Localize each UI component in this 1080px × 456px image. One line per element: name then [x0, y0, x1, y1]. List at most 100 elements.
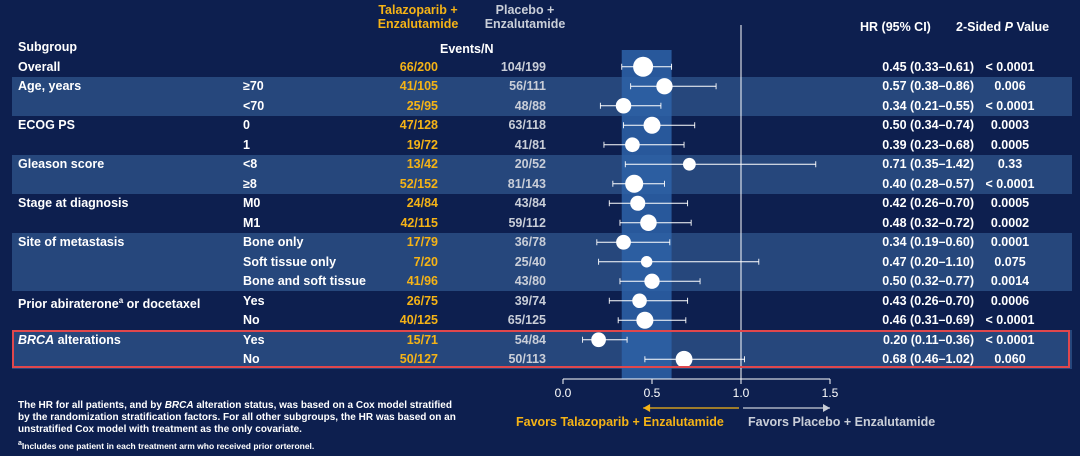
subgroup-name: Site of metastasis	[18, 235, 125, 249]
header-pvalue: 2-Sided P Value	[956, 20, 1050, 34]
placebo-events: 104/199	[500, 59, 546, 74]
placebo-events: 48/88	[514, 98, 546, 113]
hr-ci: 0.20 (0.11–0.36)	[882, 332, 974, 347]
hr-ci: 0.34 (0.21–0.55)	[882, 98, 974, 113]
hr-point	[675, 350, 693, 368]
talazoparib-events: 17/79	[406, 235, 438, 249]
p-value: 0.0005	[990, 196, 1030, 210]
talazoparib-events: 13/42	[406, 157, 438, 171]
hr-ci: 0.50 (0.34–0.74)	[882, 118, 974, 132]
talazoparib-events: 40/125	[399, 313, 438, 327]
hr-point	[632, 293, 647, 309]
subgroup-level: 1	[243, 137, 250, 152]
header-hr: HR (95% CI)	[860, 20, 931, 34]
hr-ci: 0.45 (0.33–0.61)	[882, 59, 974, 74]
subgroup-level: No	[243, 313, 260, 327]
hr-ci: 0.68 (0.46–1.02)	[882, 352, 974, 366]
hr-ci: 0.48 (0.32–0.72)	[882, 215, 974, 230]
placebo-events: 50/113	[508, 352, 546, 366]
header-talazoparib: Talazoparib + Enzalutamide	[377, 3, 459, 31]
p-value: 0.060	[994, 352, 1026, 366]
subgroup-name: Prior abirateronea or docetaxel	[18, 295, 201, 311]
p-value: 0.0014	[990, 274, 1030, 288]
subgroup-level: Soft tissue only	[243, 254, 337, 269]
favors-right-arrow-head	[823, 404, 830, 412]
hr-point	[630, 195, 646, 211]
placebo-events: 25/40	[514, 254, 546, 269]
placebo-events: 59/112	[508, 215, 546, 230]
placebo-events: 63/118	[508, 118, 546, 132]
talazoparib-events: 52/152	[399, 176, 438, 191]
brca-highlight-box	[12, 330, 1070, 368]
placebo-events: 41/81	[514, 137, 546, 152]
talazoparib-events: 19/72	[406, 137, 438, 152]
row-band	[12, 252, 1072, 272]
hr-point	[625, 174, 644, 193]
subgroup-name: Stage at diagnosis	[18, 196, 129, 210]
row-band	[12, 232, 1072, 252]
placebo-events: 54/84	[514, 332, 546, 347]
subgroup-level: M1	[243, 215, 261, 230]
talazoparib-events: 25/95	[406, 98, 438, 113]
talazoparib-events: 26/75	[406, 293, 438, 308]
p-value: 0.0001	[990, 235, 1030, 249]
hr-ci: 0.42 (0.26–0.70)	[882, 196, 974, 210]
hr-ci: 0.46 (0.31–0.69)	[882, 313, 974, 327]
subgroup-level: Yes	[243, 293, 265, 308]
p-value: < 0.0001	[985, 98, 1035, 113]
header-placebo: Placebo + Enzalutamide	[484, 3, 566, 31]
p-value: 0.006	[994, 79, 1026, 93]
p-value: < 0.0001	[985, 176, 1035, 191]
p-value: 0.0006	[990, 293, 1030, 308]
subgroup-level: ≥70	[243, 79, 264, 93]
hr-point	[643, 116, 661, 134]
hr-point	[640, 214, 657, 232]
subgroup-name: ECOG PS	[18, 118, 75, 132]
hr-ci: 0.40 (0.28–0.57)	[882, 176, 974, 191]
x-tick-label: 0.5	[643, 386, 661, 400]
p-value: < 0.0001	[985, 332, 1035, 347]
hr-ci: 0.34 (0.19–0.60)	[882, 235, 974, 249]
row-band	[12, 349, 1072, 369]
hr-ci: 0.71 (0.35–1.42)	[882, 157, 974, 171]
placebo-events: 43/84	[514, 196, 546, 210]
row-band	[12, 330, 1072, 350]
placebo-events: 81/143	[507, 176, 546, 191]
subgroup-level: M0	[243, 196, 261, 210]
talazoparib-events: 41/96	[406, 274, 438, 288]
subgroup-level: <70	[243, 98, 265, 113]
x-tick-label: 1.5	[821, 386, 839, 400]
talazoparib-events: 15/71	[406, 332, 438, 347]
header-events: Events/N	[440, 42, 494, 56]
talazoparib-events: 66/200	[399, 59, 438, 74]
hr-point	[615, 98, 632, 114]
hr-point	[633, 56, 654, 77]
talazoparib-events: 41/105	[399, 79, 438, 93]
placebo-events: 43/80	[514, 274, 546, 288]
p-value: < 0.0001	[985, 313, 1035, 327]
subgroup-name: Age, years	[18, 79, 82, 93]
row-band	[12, 154, 1072, 174]
hr-point	[625, 137, 640, 153]
hr-point	[644, 273, 660, 289]
row-band	[12, 96, 1072, 116]
favors-talazoparib-label: Favors Talazoparib + Enzalutamide	[516, 415, 724, 429]
subgroup-level: Bone and soft tissue	[243, 274, 366, 288]
subgroup-name: BRCA alterations	[18, 332, 121, 347]
subgroup-name: Gleason score	[18, 157, 105, 171]
talazoparib-events: 42/115	[400, 215, 438, 230]
placebo-events: 20/52	[514, 157, 546, 171]
row-band	[12, 174, 1072, 194]
hr-point	[682, 157, 696, 171]
p-value: 0.0003	[990, 118, 1030, 132]
hr-point	[656, 78, 673, 95]
placebo-events: 56/111	[509, 79, 546, 93]
p-value: 0.0002	[990, 215, 1030, 230]
row-band	[12, 76, 1072, 96]
subgroup-level: Yes	[243, 332, 265, 347]
x-tick-label: 1.0	[732, 386, 750, 400]
talazoparib-events: 47/128	[399, 118, 438, 132]
hr-ci: 0.39 (0.23–0.68)	[882, 137, 974, 152]
footnote-text: The HR for all patients, and by BRCA alt…	[18, 400, 456, 435]
